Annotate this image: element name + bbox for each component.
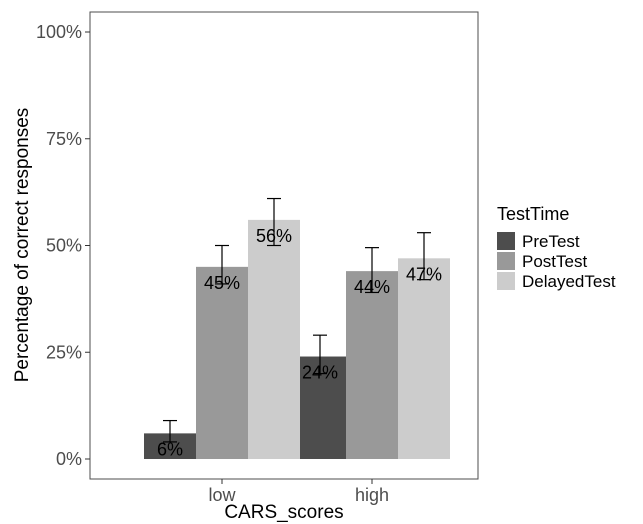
legend-key-delayedtest [497, 272, 515, 290]
data-label-pretest-low: 6% [157, 439, 183, 459]
error-bar-posttest-high [365, 247, 379, 294]
bar-posttest-high [346, 271, 398, 459]
bar-delayedtest-high [398, 258, 450, 459]
bar-posttest-low [196, 266, 248, 459]
y-axis-title: Percentage of correct responses [12, 108, 33, 383]
error-bar-pretest-low [163, 419, 177, 443]
x-tick-label: low [208, 485, 236, 505]
y-tick-label: 25% [46, 342, 82, 362]
data-labels-layer: 6% 24% 45% 44% 56% 47% [157, 226, 442, 460]
legend-label-delayedtest: DelayedTest [522, 272, 616, 291]
data-label-posttest-low: 45% [204, 273, 240, 293]
y-tick-label: 100% [36, 22, 82, 42]
y-tick-label: 75% [46, 129, 82, 149]
y-tick-label: 0% [56, 449, 82, 469]
data-label-delayedtest-high: 47% [406, 264, 442, 284]
x-axis: low high [208, 479, 389, 505]
legend-label-pretest: PreTest [522, 232, 580, 251]
error-bar-posttest-low [215, 244, 229, 285]
y-axis: 0% 25% 50% 75% 100% [36, 22, 90, 469]
data-label-pretest-high: 24% [302, 363, 338, 383]
legend-title: TestTime [497, 204, 569, 224]
bar-delayedtest-low [248, 219, 300, 459]
error-bar-delayedtest-high [417, 232, 431, 281]
legend-key-posttest [497, 252, 515, 270]
data-label-posttest-high: 44% [354, 277, 390, 297]
legend-label-posttest: PostTest [522, 252, 587, 271]
errorbars-layer [163, 197, 431, 443]
x-tick-label: high [355, 485, 389, 505]
data-label-delayedtest-low: 56% [256, 226, 292, 246]
bars-layer [144, 219, 450, 459]
y-tick-label: 50% [46, 236, 82, 256]
error-bar-pretest-high [313, 334, 327, 375]
legend-key-pretest [497, 232, 515, 250]
error-bar-delayedtest-low [267, 197, 281, 247]
x-axis-title: CARS_scores [224, 502, 343, 523]
